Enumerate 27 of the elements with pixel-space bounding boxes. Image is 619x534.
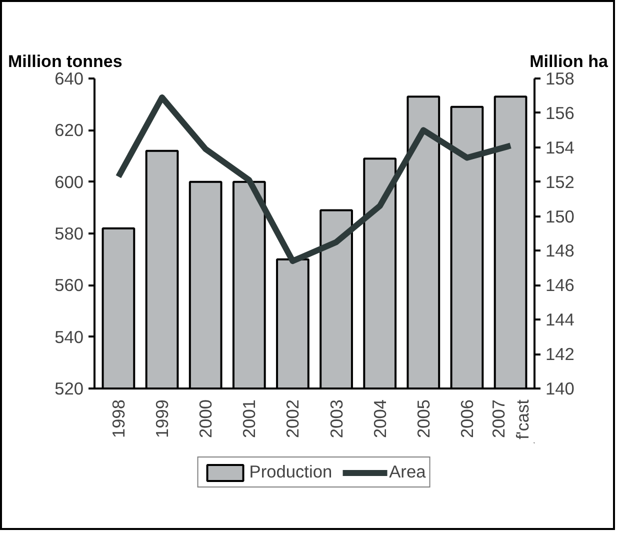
y2-tick-label: 140 — [546, 378, 574, 398]
y2-tick-label: 150 — [546, 206, 574, 226]
x-tick-label: 1998 — [108, 399, 128, 438]
x-tick-label: 2007 f'cast — [488, 399, 533, 440]
y-tick-label: 540 — [54, 326, 84, 347]
x-tick-label: 2004 — [370, 399, 390, 438]
y2-tick-label: 156 — [546, 102, 574, 123]
x-tick-label: 2006 — [456, 399, 477, 438]
x-tick-label: 2000 — [196, 399, 216, 438]
y-tick-label: 520 — [54, 378, 84, 398]
legend-label: Production — [249, 462, 332, 482]
y2-tick-label: 144 — [546, 310, 575, 330]
x-tick-label: 1999 — [152, 399, 172, 438]
x-tick-label: 2001 — [239, 399, 260, 438]
y2-tick-label: 146 — [546, 275, 574, 296]
y-tick-label: 600 — [54, 172, 84, 192]
y2-tick-label: 152 — [546, 172, 574, 192]
y-tick-label: 580 — [54, 224, 84, 244]
x-tick-label: 2005 — [413, 399, 434, 438]
y-tick-label: 620 — [54, 120, 84, 140]
x-tick-label: 2002 — [282, 399, 303, 438]
y2-tick-label: 148 — [546, 240, 574, 261]
y2-tick-label: 142 — [546, 344, 574, 364]
y-tick-label: 560 — [54, 275, 84, 296]
legend-label: Area — [389, 462, 426, 482]
y2-tick-label: 154 — [546, 137, 575, 158]
x-tick-label: 2003 — [326, 399, 346, 438]
